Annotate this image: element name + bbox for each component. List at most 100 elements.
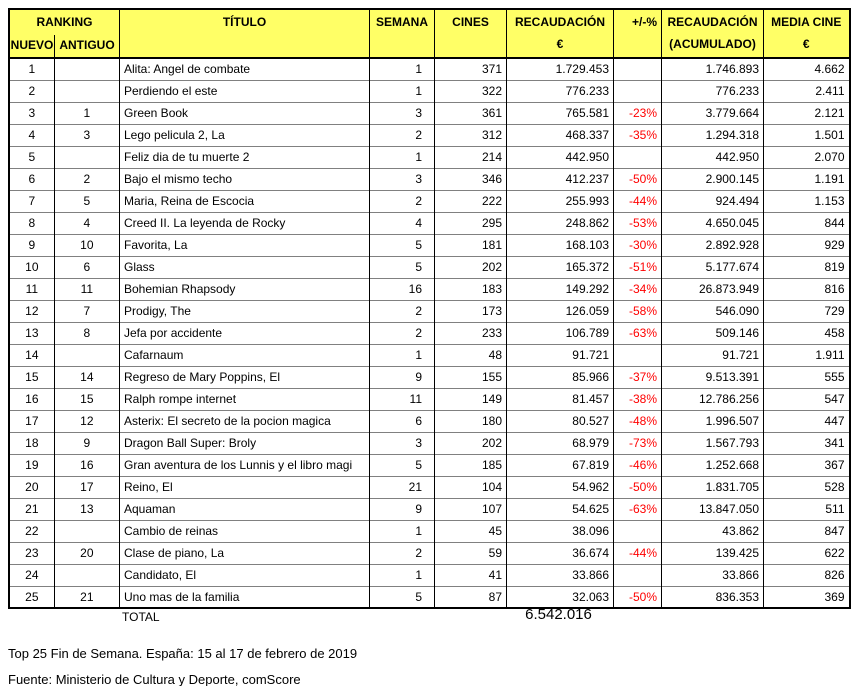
cell-title: Jefa por accidente (119, 321, 370, 344)
col-header-acumulado: RECAUDACIÓN (ACUMULADO) (661, 9, 764, 59)
cell-rank-new: 22 (8, 519, 55, 542)
cell-average: 4.662 (763, 57, 850, 80)
cell-cinemas: 181 (434, 233, 507, 256)
cell-cinemas: 45 (434, 519, 507, 542)
cell-change: -30% (613, 233, 662, 256)
cell-gross: 168.103 (506, 233, 614, 256)
cell-title: Asterix: El secreto de la pocion magica (119, 409, 370, 432)
cell-rank-new: 6 (8, 167, 55, 190)
cell-cumulative: 2.892.928 (661, 233, 764, 256)
cell-average: 929 (763, 233, 850, 256)
cell-cumulative: 1.567.793 (661, 431, 764, 454)
table-row: 22 Cambio de reinas 1 45 38.096 43.862 8… (8, 519, 850, 542)
cell-average: 458 (763, 321, 850, 344)
cell-cinemas: 183 (434, 277, 507, 300)
cell-week: 3 (369, 167, 435, 190)
cell-average: 2.121 (763, 101, 850, 124)
table-row: 3 1 Green Book 3 361 765.581 -23% 3.779.… (8, 101, 850, 124)
cell-rank-new: 13 (8, 321, 55, 344)
cell-average: 528 (763, 475, 850, 498)
cell-cinemas: 155 (434, 365, 507, 388)
cell-average: 816 (763, 277, 850, 300)
cell-cumulative: 13.847.050 (661, 497, 764, 520)
cell-week: 2 (369, 123, 435, 146)
cell-cinemas: 149 (434, 387, 507, 410)
cell-title: Creed II. La leyenda de Rocky (119, 211, 370, 234)
cell-cinemas: 104 (434, 475, 507, 498)
cell-week: 3 (369, 101, 435, 124)
cell-rank-old: 7 (53, 299, 120, 322)
cell-rank-old (53, 519, 120, 542)
cell-week: 21 (369, 475, 435, 498)
cell-rank-old: 3 (53, 123, 120, 146)
cell-cinemas: 173 (434, 299, 507, 322)
cell-rank-old: 9 (53, 431, 120, 454)
table-row: 10 6 Glass 5 202 165.372 -51% 5.177.674 … (8, 255, 850, 278)
cell-title: Cafarnaum (119, 343, 370, 366)
cell-average: 1.153 (763, 189, 850, 212)
cell-gross: 67.819 (506, 453, 614, 476)
col-header-cines: CINES (434, 9, 507, 59)
table-row: 24 Candidato, El 1 41 33.866 33.866 826 (8, 563, 850, 586)
cell-cumulative: 9.513.391 (661, 365, 764, 388)
cell-change: -50% (613, 585, 662, 608)
box-office-table: RANKING NUEVO ANTIGUO TÍTULO SEMANA CINE… (8, 8, 851, 609)
cell-week: 1 (369, 79, 435, 102)
cell-rank-old: 16 (53, 453, 120, 476)
cell-cinemas: 180 (434, 409, 507, 432)
cell-title: Dragon Ball Super: Broly (119, 431, 370, 454)
table-row: 4 3 Lego pelicula 2, La 2 312 468.337 -3… (8, 123, 850, 146)
cell-week: 9 (369, 365, 435, 388)
cell-title: Regreso de Mary Poppins, El (119, 365, 370, 388)
cell-cumulative: 26.873.949 (661, 277, 764, 300)
table-row: 19 16 Gran aventura de los Lunnis y el l… (8, 453, 850, 476)
cell-cumulative: 4.650.045 (661, 211, 764, 234)
cell-cumulative: 1.831.705 (661, 475, 764, 498)
table-row: 21 13 Aquaman 9 107 54.625 -63% 13.847.0… (8, 497, 850, 520)
table-row: 17 12 Asterix: El secreto de la pocion m… (8, 409, 850, 432)
cell-title: Favorita, La (119, 233, 370, 256)
cell-cinemas: 214 (434, 145, 507, 168)
table-row: 7 5 Maria, Reina de Escocia 2 222 255.99… (8, 189, 850, 212)
table-row: 14 Cafarnaum 1 48 91.721 91.721 1.911 (8, 343, 850, 366)
cell-rank-old: 11 (53, 277, 120, 300)
recaudacion-unit: € (556, 37, 564, 51)
cell-rank-old: 15 (53, 387, 120, 410)
cell-change: -50% (613, 475, 662, 498)
cell-gross: 91.721 (506, 343, 614, 366)
cell-title: Green Book (119, 101, 370, 124)
cell-change (613, 343, 662, 366)
cell-rank-old: 1 (53, 101, 120, 124)
cell-gross: 765.581 (506, 101, 614, 124)
cell-rank-new: 9 (8, 233, 55, 256)
cell-rank-new: 11 (8, 277, 55, 300)
cell-title: Glass (119, 255, 370, 278)
cell-title: Bohemian Rhapsody (119, 277, 370, 300)
table-row: 16 15 Ralph rompe internet 11 149 81.457… (8, 387, 850, 410)
cell-cumulative: 546.090 (661, 299, 764, 322)
cell-title: Gran aventura de los Lunnis y el libro m… (119, 453, 370, 476)
cell-week: 16 (369, 277, 435, 300)
cell-change: -46% (613, 453, 662, 476)
cell-week: 2 (369, 541, 435, 564)
cell-title: Reino, El (119, 475, 370, 498)
cell-gross: 36.674 (506, 541, 614, 564)
cell-gross: 412.237 (506, 167, 614, 190)
cell-gross: 33.866 (506, 563, 614, 586)
cell-average: 511 (763, 497, 850, 520)
cell-rank-old: 14 (53, 365, 120, 388)
cell-rank-new: 12 (8, 299, 55, 322)
cell-gross: 85.966 (506, 365, 614, 388)
cell-change: -73% (613, 431, 662, 454)
cell-week: 5 (369, 453, 435, 476)
table-row: 18 9 Dragon Ball Super: Broly 3 202 68.9… (8, 431, 850, 454)
cell-week: 2 (369, 299, 435, 322)
col-header-change: +/-% (613, 9, 662, 59)
cell-week: 4 (369, 211, 435, 234)
table-row: 15 14 Regreso de Mary Poppins, El 9 155 … (8, 365, 850, 388)
table-row: 12 7 Prodigy, The 2 173 126.059 -58% 546… (8, 299, 850, 322)
cell-rank-new: 7 (8, 189, 55, 212)
table-row: 8 4 Creed II. La leyenda de Rocky 4 295 … (8, 211, 850, 234)
cell-rank-old: 17 (53, 475, 120, 498)
table-row: 13 8 Jefa por accidente 2 233 106.789 -6… (8, 321, 850, 344)
